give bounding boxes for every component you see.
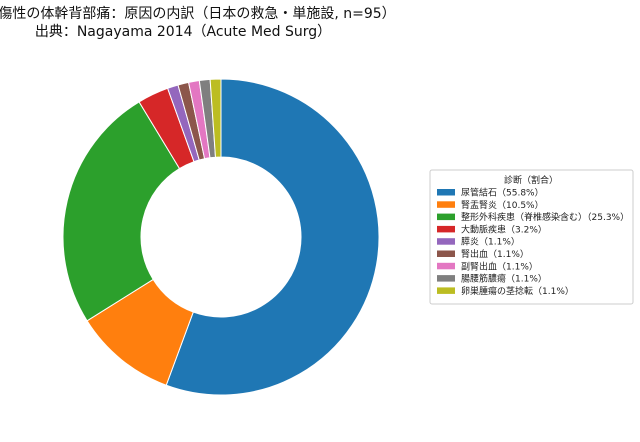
legend: 診断（割合） 尿管結石（55.8%）腎盂腎炎（10.5%）整形外科疾患（脊椎感染… — [429, 169, 634, 305]
legend-label-8: 腸腰筋膿瘍（1.1%） — [461, 273, 547, 285]
donut-slices — [62, 78, 380, 396]
legend-swatch-4 — [437, 225, 455, 233]
legend-label-9: 卵巣腫瘍の茎捻転（1.1%） — [461, 285, 574, 297]
chart-title: 非外傷性の体幹背部痛：原因の内訳（日本の救急・単施設, n=95） — [0, 5, 396, 22]
legend-label-3: 整形外科疾患（脊椎感染含む）（25.3%） — [461, 211, 629, 223]
donut-slice-9 — [209, 78, 222, 158]
donut-slice-3 — [62, 101, 181, 322]
legend-label-6: 腎出血（1.1%） — [461, 248, 529, 260]
legend-swatch-1 — [437, 189, 455, 196]
legend-swatch-6 — [437, 250, 455, 257]
legend-swatch-2 — [437, 201, 455, 208]
legend-label-4: 大動脈疾患（3.2%） — [461, 223, 547, 235]
legend-label-1: 尿管結石（55.8%） — [461, 187, 544, 199]
legend-swatch-9 — [437, 287, 455, 294]
legend-label-2: 腎盂腎炎（10.5%） — [461, 200, 544, 211]
legend-swatch-3 — [437, 213, 455, 221]
legend-label-7: 副腎出血（1.1%） — [461, 260, 538, 272]
chart-subtitle: 出典：Nagayama 2014（Acute Med Surg） — [35, 24, 331, 40]
legend-swatch-5 — [437, 238, 455, 245]
legend-swatch-7 — [437, 262, 455, 270]
donut-slice-1 — [165, 78, 380, 396]
legend-items: 尿管結石（55.8%）腎盂腎炎（10.5%）整形外科疾患（脊椎感染含む）（25.… — [437, 187, 629, 297]
legend-swatch-8 — [437, 275, 455, 282]
legend-frame — [429, 169, 634, 305]
legend-label-5: 膵炎（1.1%） — [461, 237, 520, 248]
legend-title: 診断（割合） — [504, 174, 558, 186]
